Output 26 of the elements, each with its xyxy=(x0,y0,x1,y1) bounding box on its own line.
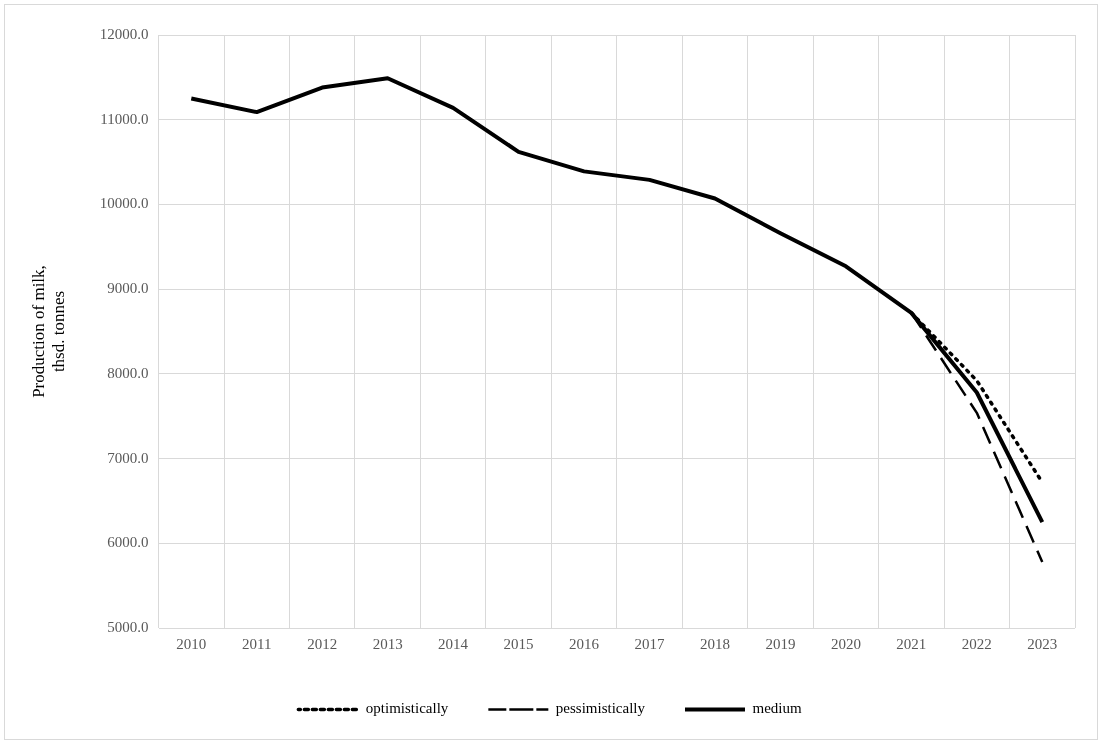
x-tick-label: 2015 xyxy=(503,635,534,652)
x-tick-label: 2013 xyxy=(372,635,403,652)
x-tick-label: 2019 xyxy=(765,635,796,652)
legend-label: optimistically xyxy=(365,700,449,717)
legend-label: medium xyxy=(752,700,802,717)
y-tick-label: 11000.0 xyxy=(100,110,149,127)
x-tick-label: 2020 xyxy=(830,635,861,652)
x-tick-label: 2012 xyxy=(307,635,338,652)
y-tick-label: 8000.0 xyxy=(107,364,149,381)
y-tick-label: 7000.0 xyxy=(107,449,149,466)
y-tick-label: 6000.0 xyxy=(107,534,149,551)
legend-label: pessimistically xyxy=(555,700,646,717)
y-tick-label: 5000.0 xyxy=(107,618,149,635)
x-tick-label: 2023 xyxy=(1027,635,1058,652)
x-tick-label: 2022 xyxy=(961,635,992,652)
y-tick-label: 10000.0 xyxy=(99,195,149,212)
x-tick-label: 2018 xyxy=(699,635,730,652)
y-tick-label: 12000.0 xyxy=(99,25,149,42)
x-tick-label: 2016 xyxy=(569,635,600,652)
x-tick-label: 2014 xyxy=(438,635,469,652)
y-tick-label: 9000.0 xyxy=(107,280,149,297)
x-tick-label: 2010 xyxy=(176,635,207,652)
x-tick-label: 2021 xyxy=(896,635,927,652)
y-axis-title: Production of milk, thsd. tonnes xyxy=(28,265,69,398)
x-tick-label: 2011 xyxy=(242,635,272,652)
x-tick-label: 2017 xyxy=(634,635,666,652)
